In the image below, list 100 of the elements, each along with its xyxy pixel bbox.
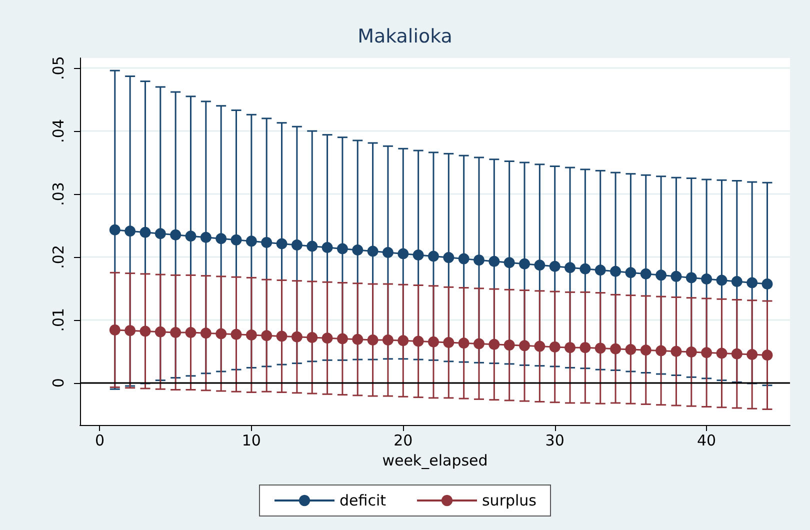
- point: [474, 254, 484, 266]
- legend-label: deficit: [340, 492, 386, 510]
- point: [336, 333, 348, 344]
- point: [519, 340, 530, 352]
- point: [140, 326, 151, 337]
- chart-title: Makalioka: [358, 26, 452, 48]
- x-tick-label: 40: [697, 432, 716, 450]
- point: [458, 253, 470, 264]
- x-axis-title: week_elapsed: [382, 451, 488, 470]
- point: [564, 342, 576, 354]
- point: [716, 348, 728, 359]
- point: [504, 257, 515, 268]
- point: [200, 232, 212, 243]
- point: [716, 274, 728, 286]
- point: [322, 332, 333, 344]
- point: [670, 270, 682, 282]
- point: [640, 344, 652, 356]
- point: [261, 236, 272, 248]
- point: [140, 226, 151, 238]
- point: [443, 252, 454, 264]
- point: [640, 268, 652, 280]
- point: [398, 248, 409, 260]
- point: [306, 332, 318, 343]
- point: [200, 328, 212, 339]
- point: [322, 242, 333, 253]
- point: [216, 328, 227, 340]
- point: [398, 335, 409, 346]
- point: [154, 326, 166, 338]
- point: [580, 263, 591, 274]
- point: [185, 230, 196, 242]
- point: [488, 338, 500, 350]
- point: [625, 267, 636, 278]
- point: [656, 270, 667, 281]
- point: [458, 338, 470, 349]
- point: [124, 226, 136, 237]
- y-tick-label: .01: [50, 308, 68, 332]
- point: [594, 342, 606, 354]
- point: [170, 229, 182, 240]
- point: [336, 243, 348, 254]
- point: [276, 238, 288, 250]
- point: [428, 250, 439, 262]
- point: [291, 331, 302, 342]
- point: [504, 340, 515, 351]
- point: [109, 324, 120, 336]
- point: [474, 338, 484, 350]
- point: [412, 250, 424, 261]
- point: [580, 342, 591, 354]
- point: [701, 273, 712, 284]
- point: [762, 278, 773, 290]
- point: [534, 260, 546, 271]
- x-tick-label: 0: [94, 432, 104, 450]
- point: [428, 336, 439, 348]
- point: [549, 260, 560, 272]
- y-tick-label: .05: [50, 56, 68, 80]
- point: [154, 228, 166, 240]
- point: [594, 264, 606, 276]
- point: [610, 343, 622, 354]
- point: [246, 236, 257, 247]
- point: [731, 276, 742, 287]
- point: [534, 340, 546, 352]
- point: [367, 246, 378, 257]
- y-tick-label: .03: [50, 182, 68, 206]
- x-tick-label: 20: [394, 432, 413, 450]
- point: [746, 277, 758, 288]
- x-tick-label: 30: [545, 432, 564, 450]
- point: [670, 346, 682, 357]
- point: [549, 341, 560, 352]
- point: [443, 337, 454, 348]
- point: [656, 345, 667, 356]
- point: [246, 329, 257, 340]
- y-tick-label: .02: [50, 244, 68, 269]
- point: [701, 347, 712, 358]
- x-tick-label: 10: [242, 432, 261, 450]
- y-tick-label: .04: [50, 119, 68, 143]
- legend-label: surplus: [482, 492, 537, 510]
- point: [382, 247, 394, 258]
- point: [170, 326, 182, 338]
- point: [352, 244, 364, 256]
- point: [367, 334, 378, 346]
- point: [261, 330, 272, 342]
- point: [746, 349, 758, 360]
- point: [412, 336, 424, 347]
- point: [291, 239, 302, 250]
- point: [519, 258, 530, 270]
- point: [352, 334, 364, 345]
- point: [230, 234, 242, 246]
- point: [185, 326, 196, 338]
- point: [276, 330, 288, 342]
- point: [306, 240, 318, 252]
- point: [124, 325, 136, 336]
- point: [488, 256, 500, 267]
- point: [382, 334, 394, 346]
- point: [762, 350, 773, 361]
- point: [610, 266, 622, 277]
- point: [109, 224, 120, 236]
- y-tick-label: 0: [50, 378, 68, 388]
- point: [564, 262, 576, 274]
- point: [731, 348, 742, 360]
- point: [686, 272, 697, 284]
- point: [625, 344, 636, 355]
